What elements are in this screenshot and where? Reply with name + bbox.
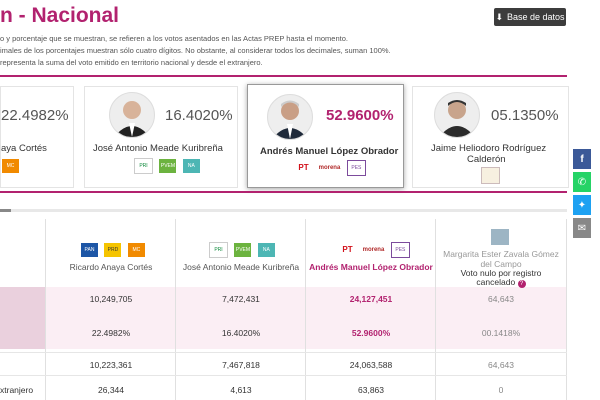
national-votes: 7,467,818: [222, 360, 260, 370]
column-header: del Campo: [480, 259, 522, 269]
row-divider: [0, 352, 567, 353]
desc-line: representa la suma del voto emitido en t…: [0, 58, 263, 67]
email-share-icon[interactable]: ✉: [573, 218, 591, 238]
total-votes: 24,127,451: [349, 294, 393, 304]
avatar: [109, 92, 155, 138]
independent-logo-icon: [491, 229, 509, 245]
party-logo-pri-icon: PRI: [209, 241, 228, 258]
row-divider: [0, 375, 567, 376]
description: o y porcentaje que se muestran, se refie…: [0, 33, 391, 69]
column-divider: [566, 219, 567, 400]
party-logo-pes-icon: PES: [390, 241, 410, 258]
party-logo-pt-icon: PT: [295, 160, 312, 175]
facebook-share-icon[interactable]: f: [573, 149, 591, 169]
candidate-percentage: 52.9600%: [326, 107, 394, 124]
party-logo-pt-icon: PT: [339, 242, 356, 257]
column-header: Voto nulo por registro: [460, 268, 542, 278]
party-logo-mc-icon: MC: [2, 158, 19, 173]
column-divider: [305, 219, 306, 400]
avatar-photo-icon: [439, 100, 475, 137]
row-label: xtranjero: [0, 385, 34, 395]
abroad-votes: 0: [498, 385, 504, 395]
candidate-name: aya Cortés: [1, 143, 47, 154]
party-logo-pan-icon: PAN: [81, 242, 98, 257]
avatar: [434, 92, 480, 138]
avatar-photo-icon: [272, 100, 308, 139]
party-logos: PT morena PES: [294, 159, 367, 177]
divider: [0, 75, 567, 77]
candidate-name: Andrés Manuel López Obrador: [260, 146, 399, 157]
independent-logo-icon: [481, 167, 500, 184]
row-header-band: [0, 287, 45, 349]
candidate-card-amlo[interactable]: 52.9600% Andrés Manuel López Obrador PT …: [247, 84, 404, 188]
twitter-share-icon[interactable]: ✦: [573, 195, 591, 215]
avatar-photo-icon: [114, 101, 150, 137]
total-percentage: 52.9600%: [351, 328, 391, 338]
column-header: Margarita Ester Zavala Gómez: [443, 249, 559, 259]
desc-line: o y porcentaje que se muestran, se refie…: [0, 34, 348, 43]
abroad-votes: 63,863: [358, 385, 384, 395]
party-logo-na-icon: NA: [257, 242, 275, 257]
total-votes: 7,472,431: [222, 294, 260, 304]
party-logo-morena-icon: morena: [362, 242, 385, 257]
candidate-card-rodriguez[interactable]: 05.1350% Jaime Heliodoro Rodríguez Calde…: [412, 86, 569, 188]
help-icon[interactable]: ?: [517, 280, 526, 288]
divider: [0, 191, 567, 193]
candidate-name-line2: Calderón: [467, 154, 506, 165]
abroad-votes: 4,613: [230, 385, 252, 395]
candidate-percentage: 05.1350%: [491, 107, 559, 124]
party-logo-pes-icon: PES: [346, 159, 366, 176]
whatsapp-share-icon[interactable]: ✆: [573, 172, 591, 192]
header-logos: PRI PVEM NA: [208, 241, 276, 259]
desc-line: imales de los porcentajes muestran sólo …: [0, 46, 391, 55]
party-logo-mc-icon: MC: [127, 242, 145, 257]
party-logo-pvem-icon: PVEM: [159, 158, 177, 173]
column-header: Ricardo Anaya Cortés: [69, 262, 153, 272]
header-logos: PAN PRD MC: [80, 241, 146, 259]
party-logo-na-icon: NA: [182, 158, 200, 173]
column-header-line: cancelado ?: [437, 277, 565, 288]
page-title: n - Nacional: [0, 4, 120, 27]
header-logos: PT morena PES: [338, 241, 411, 259]
national-votes: 10,223,361: [89, 360, 133, 370]
scrollbar-thumb[interactable]: [0, 209, 11, 212]
download-icon: ⬇: [495, 11, 503, 22]
total-percentage: 16.4020%: [221, 328, 261, 338]
column-divider: [45, 219, 46, 400]
database-button-label: Base de datos: [507, 12, 565, 22]
candidate-name: Jaime Heliodoro Rodríguez: [431, 143, 547, 154]
column-header: Andrés Manuel López Obrador: [309, 262, 433, 272]
candidate-percentage: 16.4020%: [165, 107, 233, 124]
party-logo-prd-icon: PRD: [104, 242, 122, 257]
column-divider: [175, 219, 176, 400]
national-votes: 64,643: [488, 360, 514, 370]
total-percentage: 00.1418%: [481, 328, 521, 338]
candidate-percentage: 22.4982%: [1, 107, 69, 124]
party-logos: MC: [1, 157, 20, 175]
party-logo-pvem-icon: PVEM: [234, 242, 252, 257]
totals-band: [0, 287, 567, 349]
party-logo-morena-icon: morena: [318, 160, 341, 175]
horizontal-scrollbar[interactable]: [0, 209, 567, 212]
column-header-text: cancelado: [476, 277, 516, 287]
candidate-card-anaya[interactable]: 22.4982% aya Cortés MC: [0, 86, 74, 188]
column-divider: [435, 219, 436, 400]
abroad-votes: 26,344: [98, 385, 124, 395]
total-votes: 64,643: [488, 294, 514, 304]
party-logos: PRI PVEM NA: [133, 157, 201, 175]
candidate-card-meade[interactable]: 16.4020% José Antonio Meade Kuribreña PR…: [84, 86, 238, 188]
party-logo-pri-icon: PRI: [134, 157, 153, 174]
column-header: José Antonio Meade Kuribreña: [182, 262, 300, 272]
total-votes: 10,249,705: [89, 294, 133, 304]
avatar: [267, 94, 313, 140]
national-votes: 24,063,588: [349, 360, 393, 370]
candidate-name: José Antonio Meade Kuribreña: [93, 143, 223, 154]
database-button[interactable]: ⬇ Base de datos: [494, 8, 566, 26]
total-percentage: 22.4982%: [91, 328, 131, 338]
